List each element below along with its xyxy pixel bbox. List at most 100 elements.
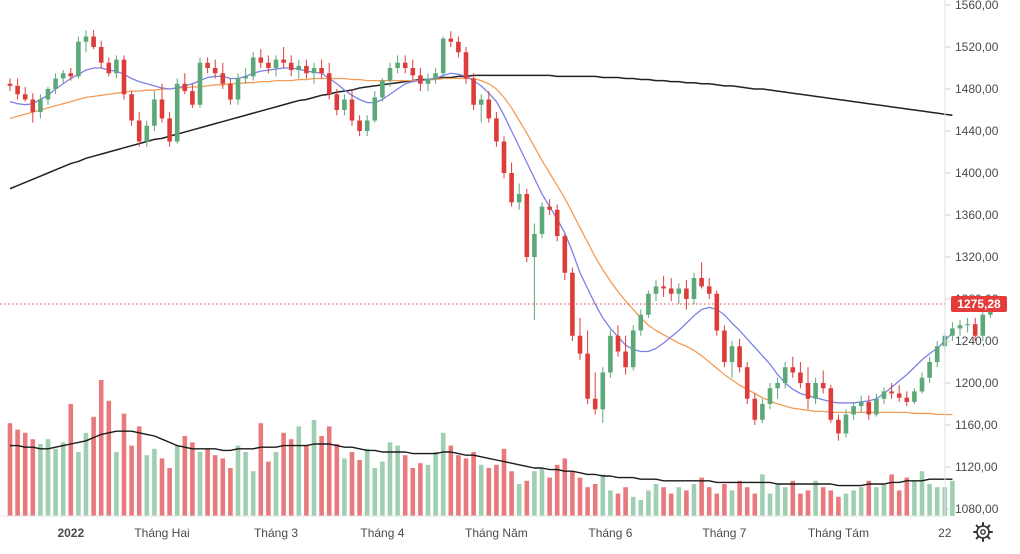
candle-body [577,335,583,354]
mashort-path [9,67,953,404]
candle-body [843,414,849,434]
last-price-badge: 1275,28 [951,295,1007,312]
candle-body [494,118,499,142]
time-axis[interactable]: 2022 Tháng Hai Tháng 3 Tháng 4 Tháng Năm Thán… [57,526,951,540]
candle-body [950,328,955,336]
candle-body [418,75,423,84]
volume-bar [114,452,119,516]
candle-body [752,398,758,420]
candle-body [524,194,530,257]
candle-body [288,62,294,71]
candle-body [881,391,887,399]
candle-body [433,73,438,79]
volume-bar [539,468,545,516]
candle-body [212,68,218,74]
volume-moving-average [10,430,953,487]
candle-body [463,52,469,79]
volume-bar [813,480,818,516]
candle-body [167,118,172,142]
volume-bar [881,484,887,516]
candle-body [600,372,606,410]
volume-bar [836,496,841,516]
volume-bar [402,455,408,516]
volume-bar [684,490,689,516]
volume-bar [15,429,20,516]
volume-bar [585,487,590,516]
volume-bar [638,500,644,516]
candle-body [638,314,644,331]
candle-body [68,73,74,77]
volume-bar [668,493,674,516]
candle-body [722,330,727,362]
candle-body [22,94,28,100]
volume-bar [630,496,636,516]
volume-bar [7,423,13,516]
volume-bar [448,445,454,516]
volume-bar [334,444,340,516]
volume-bar [554,464,560,516]
candle-body [554,209,560,236]
ma-short-line [9,67,953,404]
candle-body [972,324,978,336]
time-tick-label: Tháng 6 [588,526,632,540]
gear-icon[interactable] [973,522,993,542]
candle-body [159,99,165,119]
volume-bar [661,487,666,516]
volume-bar [524,480,530,516]
vma-path [10,430,953,487]
candle-body [965,324,970,326]
malong-path [9,77,953,416]
volume-bar [121,413,127,516]
candle-body [425,78,431,84]
volume-bar [653,484,659,516]
volume-bar [851,490,856,516]
candle-body [661,286,666,289]
candle-body [30,99,36,113]
volume-bar [904,477,910,516]
candle-body [836,419,841,434]
candle-body [630,330,636,368]
volume-bar [45,439,51,516]
candle-body [934,346,940,362]
candle-body [585,353,590,399]
volume-bar [752,493,758,516]
time-tick-label: 22 [938,526,952,540]
volume-bar [273,452,279,516]
candle-body [220,73,226,84]
volume-bar [395,445,400,516]
volume-bar [98,380,104,516]
candle-body [273,59,279,68]
volume-bar [205,448,210,516]
candle-body [235,78,241,100]
candle-body [729,346,735,362]
candle-body [144,125,150,142]
volume-bar [76,452,81,516]
time-tick-label: Tháng 4 [360,526,404,540]
price-axis[interactable]: 1560,00 1520,00 1480,00 1440,00 1400,00 1360,… [945,0,999,516]
candle-body [114,59,119,74]
candle-body [980,314,986,336]
candle-body [782,367,788,383]
volume-bar [326,426,332,516]
volume-bar [182,436,188,516]
volume-bar [129,445,134,516]
candle-body [539,206,545,234]
volume-bar [547,477,552,516]
candle-body [228,83,233,100]
volume-bar [699,477,704,516]
volume-bar [874,487,879,516]
candle-body [813,383,818,399]
candle-body [15,85,20,95]
candle-body [828,388,834,420]
candle-body [623,351,628,368]
candle-body [699,278,704,287]
volume-bar [410,468,416,516]
volume-bar [767,493,773,516]
volume-bar [364,448,370,516]
candle-body [129,94,134,121]
volume-bar [425,464,431,516]
candle-body [402,62,408,68]
candle-body [927,362,932,378]
